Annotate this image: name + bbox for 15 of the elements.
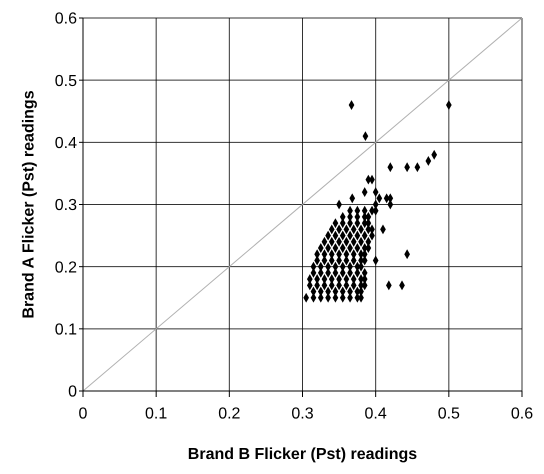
x-tick-label: 0.6	[510, 405, 534, 422]
x-tick-label: 0.2	[218, 405, 241, 422]
x-tick-label: 0.4	[364, 405, 387, 422]
y-tick-label: 0.5	[54, 72, 78, 90]
x-tick-label: 0.1	[145, 405, 168, 422]
y-tick-label: 0.2	[54, 259, 78, 276]
y-tick-label: 0.3	[54, 197, 78, 214]
y-axis-title: Brand A Flicker (Pst) readings	[20, 90, 38, 319]
x-tick-label: 0.3	[291, 405, 314, 422]
y-tick-label: 0	[68, 384, 78, 401]
y-tick-label: 0.1	[54, 322, 78, 339]
x-tick-label: 0.5	[438, 405, 460, 422]
y-tick-label: 0.4	[54, 135, 78, 152]
y-tick-label: 0.6	[54, 10, 78, 28]
x-axis-title: Brand B Flicker (Pst) readings	[188, 446, 418, 463]
